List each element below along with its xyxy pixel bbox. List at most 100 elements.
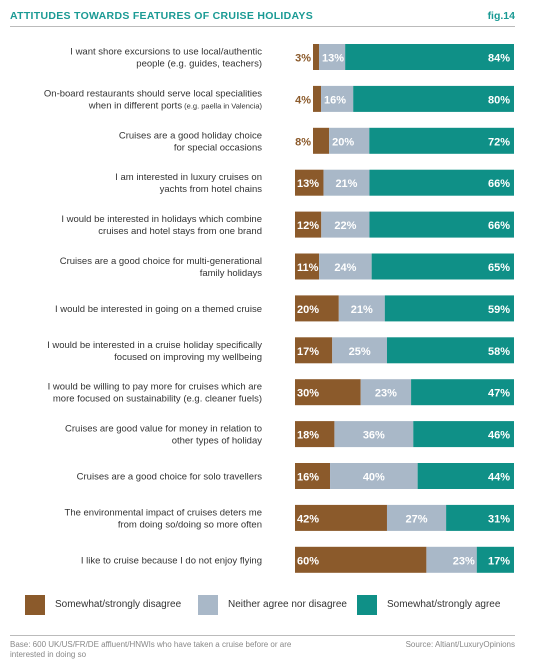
- data-label-disagree: 16%: [297, 472, 319, 484]
- bar-segment-agree: [386, 337, 514, 364]
- bar-segment-disagree: [295, 169, 324, 196]
- bar-segment-neither: [323, 169, 370, 196]
- chart-row: Cruises are a good choice for multi-gene…: [60, 253, 514, 280]
- data-label-agree: 46%: [488, 430, 510, 442]
- bar-segment-agree: [353, 85, 514, 112]
- bar-segment-agree: [369, 169, 514, 196]
- bar-segment-neither: [330, 463, 418, 489]
- category-label: Cruises are a good holiday choice for spe…: [119, 130, 262, 153]
- data-label-disagree: 42%: [297, 513, 319, 525]
- category-label: I would be interested in holidays which …: [61, 214, 262, 237]
- bar-segment-neither: [321, 211, 370, 238]
- chart-row: I would be willing to pay more for cruis…: [48, 379, 514, 406]
- bar-segment-neither: [319, 44, 346, 70]
- bar-segment-agree: [384, 295, 514, 322]
- data-label-neither: 24%: [334, 262, 356, 274]
- bar-segment-neither: [329, 127, 370, 154]
- chart-legend: Somewhat/strongly disagree Neither agree…: [0, 592, 535, 618]
- figure-number: fig.14: [487, 10, 515, 22]
- data-label-neither: 36%: [363, 430, 385, 442]
- chart-row: I would be interested in going on a them…: [55, 295, 514, 322]
- bar-segment-disagree: [295, 421, 335, 448]
- bar-segment-agree: [476, 546, 514, 573]
- data-label-agree: 66%: [488, 220, 510, 232]
- legend-swatch-agree: [357, 595, 377, 615]
- bar-segment-neither: [321, 85, 354, 112]
- category-label: I am interested in luxury cruises on yach…: [115, 172, 262, 195]
- data-label-agree: 65%: [488, 262, 510, 274]
- bar-segment-agree: [345, 44, 514, 70]
- data-label-disagree: 8%: [295, 136, 311, 148]
- bar-segment-agree: [369, 211, 514, 238]
- bar-segment-agree: [446, 504, 514, 531]
- category-label: I would be willing to pay more for cruis…: [48, 382, 262, 405]
- bar-segment-disagree: [313, 44, 320, 70]
- bar-segment-disagree: [295, 504, 387, 531]
- legend-swatch-disagree: [25, 595, 45, 615]
- data-label-neither: 21%: [351, 304, 373, 316]
- data-label-neither: 25%: [349, 346, 371, 358]
- chart-row: I would be interested in a cruise holida…: [47, 337, 514, 364]
- category-label: I like to cruise because I do not enjoy …: [81, 555, 262, 566]
- data-label-neither: 20%: [332, 136, 354, 148]
- data-label-agree: 47%: [488, 388, 510, 400]
- bar-segment-disagree: [295, 337, 333, 364]
- data-label-disagree: 11%: [297, 262, 319, 274]
- chart-row: Cruises are good value for money in rela…: [65, 421, 514, 448]
- category-label: I would be interested in a cruise holida…: [47, 340, 262, 363]
- stacked-bar-chart: I want shore excursions to use local/aut…: [44, 44, 514, 573]
- data-label-agree: 31%: [488, 513, 510, 525]
- data-label-agree: 44%: [488, 472, 510, 484]
- chart-header: ATTITUDES TOWARDS FEATURES OF CRUISE HOL…: [10, 8, 515, 28]
- data-label-agree: 80%: [488, 94, 510, 106]
- category-label: On-board restaurants should serve local …: [44, 88, 263, 111]
- bar-segment-neither: [319, 253, 372, 280]
- data-label-agree: 58%: [488, 346, 510, 358]
- data-label-disagree: 20%: [297, 304, 319, 316]
- chart-title: ATTITUDES TOWARDS FEATURES OF CRUISE HOL…: [10, 10, 314, 22]
- category-label: The environmental impact of cruises dete…: [65, 507, 262, 530]
- bar-segment-disagree: [295, 295, 339, 322]
- chart-row: I am interested in luxury cruises on yach…: [115, 169, 514, 196]
- legend-label-agree: Somewhat/strongly agree: [387, 599, 501, 610]
- bar-segment-agree: [369, 127, 514, 154]
- chart-row: I want shore excursions to use local/aut…: [70, 44, 514, 70]
- data-label-neither: 27%: [406, 513, 428, 525]
- chart-row: Cruises are a good choice for solo trave…: [77, 463, 514, 489]
- category-label: Cruises are a good choice for solo trave…: [77, 472, 263, 483]
- bar-segment-agree: [371, 253, 514, 280]
- data-label-neither: 23%: [453, 555, 475, 567]
- bar-segment-disagree: [295, 463, 331, 489]
- bottom-divider: [10, 635, 515, 636]
- bar-segment-agree: [411, 379, 514, 406]
- data-label-neither: 21%: [335, 178, 357, 190]
- bar-segment-neither: [360, 379, 412, 406]
- footnote-source: Source: Altiant/LuxuryOpinions: [405, 640, 515, 649]
- data-label-disagree: 3%: [295, 53, 311, 65]
- bar-segment-neither: [332, 337, 387, 364]
- bar-segment-disagree: [295, 211, 322, 238]
- category-label: I want shore excursions to use local/aut…: [70, 47, 262, 70]
- data-label-agree: 72%: [488, 136, 510, 148]
- bar-segment-neither: [338, 295, 385, 322]
- data-label-agree: 59%: [488, 304, 510, 316]
- data-label-agree: 84%: [488, 53, 510, 65]
- data-label-disagree: 18%: [297, 430, 319, 442]
- legend-label-neither: Neither agree nor disagree: [228, 599, 347, 610]
- chart-row: The environmental impact of cruises dete…: [65, 504, 514, 531]
- top-divider: [10, 26, 515, 27]
- footnote-base: Base: 600 UK/US/FR/DE affluent/HNWIs who…: [10, 640, 292, 659]
- data-label-disagree: 13%: [297, 178, 319, 190]
- data-label-disagree: 30%: [297, 388, 319, 400]
- bar-segment-disagree: [295, 546, 427, 573]
- legend-label-disagree: Somewhat/strongly disagree: [55, 599, 182, 610]
- category-label: Cruises are good value for money in rela…: [65, 424, 262, 447]
- data-label-disagree: 12%: [297, 220, 319, 232]
- bar-segment-disagree: [295, 379, 361, 406]
- data-label-neither: 23%: [375, 388, 397, 400]
- bar-segment-neither: [386, 504, 447, 531]
- bar-segment-disagree: [313, 85, 322, 112]
- chart-row: Cruises are a good holiday choice for spe…: [119, 127, 514, 154]
- chart-row: I like to cruise because I do not enjoy …: [81, 546, 514, 573]
- data-label-neither: 40%: [363, 472, 385, 484]
